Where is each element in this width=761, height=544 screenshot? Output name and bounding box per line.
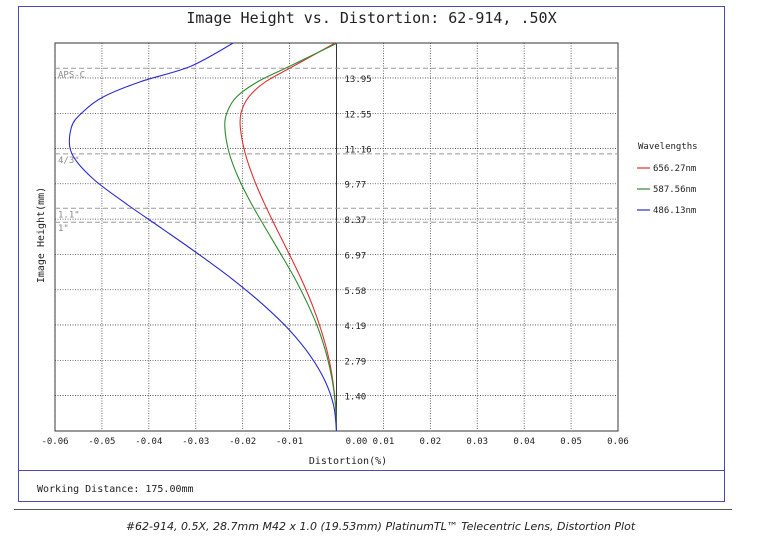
y-tick-label: 8.37 [345, 216, 367, 226]
series-line-587.56nm [224, 42, 338, 432]
x-tick-label: 0.02 [419, 437, 441, 447]
x-tick-label: -0.03 [182, 437, 209, 447]
x-tick-label: -0.06 [41, 437, 68, 447]
footer-divider [18, 470, 725, 471]
chart-title: Image Height vs. Distortion: 62-914, .50… [186, 9, 557, 27]
figure-caption: #62-914, 0.5X, 28.7mm M42 x 1.0 (19.53mm… [125, 520, 636, 533]
series-line-486.13nm [68, 42, 338, 432]
x-tick-label: -0.02 [229, 437, 256, 447]
x-axis-label: Distortion(%) [309, 456, 387, 467]
y-tick-label: 6.97 [345, 252, 367, 262]
working-distance-text: Working Distance: 175.00mm [37, 484, 194, 495]
legend-title: Wavelengths [638, 142, 698, 152]
series-line-656.27nm [239, 42, 338, 432]
grid [54, 42, 619, 432]
x-tick-labels: -0.06 -0.05 -0.04 -0.03 -0.02 -0.01 0.00 0.01 0.… [41, 437, 628, 447]
x-tick-label: -0.01 [276, 437, 303, 447]
y-tick-labels: 1.40 2.79 4.19 5.58 6.97 8.37 9.77 11.16 12.55 13… [345, 75, 372, 403]
legend-entry: 587.56nm [653, 185, 696, 195]
x-tick-label: 0.00 [346, 437, 368, 447]
y-tick-label: 9.77 [345, 181, 367, 191]
y-tick-label: 5.58 [345, 287, 367, 297]
sensor-markers: APS-C 4/3" 1.1" 1" [55, 67, 618, 234]
sensor-marker-label: APS-C [58, 70, 85, 80]
x-tick-label: 0.01 [373, 437, 395, 447]
legend: Wavelengths 656.27nm 587.56nm 486.13nm [637, 142, 698, 216]
x-tick-label: -0.05 [88, 437, 115, 447]
x-tick-label: 0.04 [513, 437, 535, 447]
y-tick-label: 1.40 [345, 393, 367, 403]
x-tick-label: -0.04 [135, 437, 162, 447]
sensor-marker-label: 1" [58, 224, 69, 234]
y-tick-label: 2.79 [345, 357, 367, 367]
y-tick-label: 13.95 [345, 75, 372, 85]
legend-entry: 486.13nm [653, 206, 696, 216]
x-tick-label: 0.03 [466, 437, 488, 447]
caption-rule [14, 509, 732, 510]
series-lines [68, 42, 338, 432]
y-tick-label: 4.19 [345, 322, 367, 332]
y-axis-label: Image Height(mm) [36, 187, 47, 283]
y-tick-label: 11.16 [345, 146, 372, 156]
sensor-marker-label: 4/3" [58, 156, 80, 166]
chart-frame [18, 6, 725, 502]
sensor-marker-label: 1.1" [58, 210, 80, 220]
legend-entry: 656.27nm [653, 164, 696, 174]
x-tick-label: 0.06 [607, 437, 629, 447]
x-tick-label: 0.05 [560, 437, 582, 447]
y-tick-label: 12.55 [345, 110, 372, 120]
